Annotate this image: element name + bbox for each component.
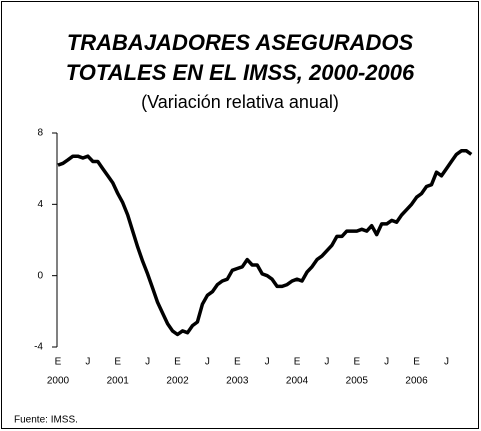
- x-year-label: 2000: [47, 376, 70, 387]
- x-year-label: 2001: [107, 376, 130, 387]
- x-tick-label: E: [174, 357, 181, 368]
- x-tick-label: J: [265, 357, 270, 368]
- x-tick-label: E: [234, 357, 241, 368]
- chart-title: TRABAJADORES ASEGURADOS: [67, 30, 414, 55]
- x-year-label: 2002: [166, 376, 189, 387]
- x-year-label: 2003: [226, 376, 249, 387]
- chart-title: TOTALES EN EL IMSS, 2000-2006: [66, 60, 415, 85]
- y-tick-label: 8: [37, 128, 43, 139]
- y-tick-label: 4: [37, 199, 43, 210]
- x-tick-label: J: [145, 357, 150, 368]
- x-year-label: 2004: [286, 376, 309, 387]
- x-year-label: 2006: [405, 376, 428, 387]
- chart-subtitle: (Variación relativa anual): [141, 92, 339, 112]
- y-tick-label: 0: [37, 270, 43, 281]
- source: Fuente: IMSS.: [14, 415, 78, 426]
- x-year-label: 2005: [346, 376, 369, 387]
- x-tick-label: E: [413, 357, 420, 368]
- x-tick-label: E: [114, 357, 121, 368]
- y-tick-label: -4: [34, 342, 43, 353]
- x-tick-label: J: [384, 357, 389, 368]
- x-tick-label: E: [55, 357, 62, 368]
- x-tick-label: J: [444, 357, 449, 368]
- x-tick-label: J: [205, 357, 210, 368]
- x-tick-label: J: [85, 357, 90, 368]
- x-tick-label: E: [294, 357, 301, 368]
- x-tick-label: E: [353, 357, 360, 368]
- data-line: [57, 149, 473, 337]
- x-tick-label: J: [324, 357, 329, 368]
